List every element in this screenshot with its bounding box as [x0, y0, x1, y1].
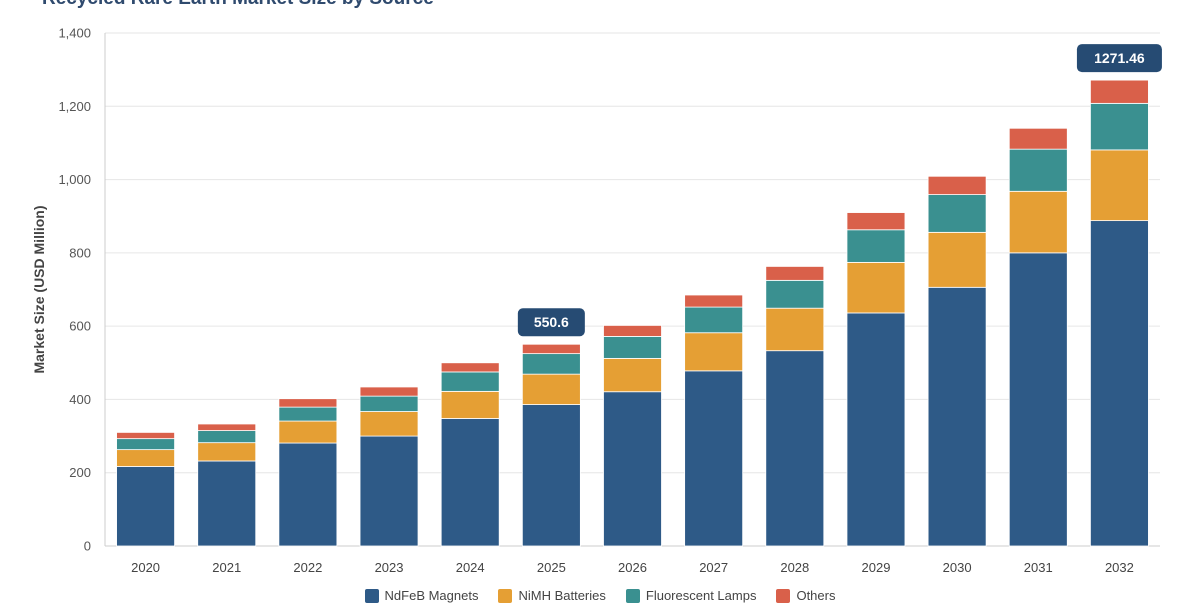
x-tick-label: 2027: [699, 560, 728, 575]
bar-segment: [684, 332, 744, 372]
callout-label: 550.6: [534, 314, 569, 330]
x-tick-label: 2026: [618, 560, 647, 575]
bar-segment: [521, 404, 581, 547]
bar-segment: [116, 466, 175, 547]
bar-segment: [684, 294, 744, 308]
legend-swatch: [498, 588, 513, 603]
legend-swatch: [776, 588, 791, 603]
bar-segment: [603, 391, 662, 547]
bar-segment: [927, 194, 987, 233]
bar-segment: [846, 212, 906, 231]
bar-segment: [927, 286, 987, 547]
y-tick-label: 200: [69, 465, 91, 480]
x-tick-label: 2032: [1105, 560, 1134, 575]
bar-segment: [116, 432, 175, 440]
legend-item: Others: [776, 588, 835, 603]
legend-label: Others: [796, 588, 836, 603]
x-tick-label: 2020: [131, 560, 160, 575]
x-tick-label: 2025: [537, 560, 566, 575]
y-tick-label: 1,400: [58, 26, 91, 41]
bar-segment: [927, 175, 987, 195]
bar-segment: [521, 343, 581, 355]
legend-item: NiMH Batteries: [498, 588, 606, 603]
callout-box: [517, 308, 585, 337]
bar-segment: [846, 261, 906, 314]
bar-segment: [197, 442, 257, 462]
bar-segment: [359, 411, 419, 437]
bar-segment: [440, 390, 500, 419]
bar-segment: [603, 325, 662, 337]
bar-segment: [765, 266, 825, 281]
bar-segment: [846, 229, 906, 263]
bar-segment: [278, 398, 338, 408]
bar-segment: [278, 406, 338, 422]
bar-segment: [440, 418, 500, 547]
bar-segment: [197, 430, 257, 444]
y-tick-label: 0: [84, 539, 91, 554]
y-axis-label: Market Size (USD Million): [31, 205, 47, 373]
bar-segment: [116, 438, 175, 451]
total-callout: 550.6: [517, 308, 585, 337]
y-tick-label: 800: [69, 245, 91, 260]
bar-segment: [765, 350, 825, 547]
bar-segment: [278, 420, 338, 444]
legend-swatch: [364, 588, 379, 603]
bar-segment: [1090, 220, 1149, 547]
bar-segment: [1090, 79, 1149, 104]
legend-label: NdFeB Magnets: [384, 588, 479, 603]
y-tick-label: 600: [69, 319, 91, 334]
legend-item: Fluorescent Lamps: [625, 588, 757, 603]
chart-legend: NdFeB Magnets NiMH Batteries Fluorescent L…: [0, 588, 1200, 603]
callout-box: [1076, 44, 1162, 73]
bar-segment: [1008, 252, 1068, 547]
x-tick-label: 2021: [212, 560, 241, 575]
x-tick-label: 2028: [780, 560, 809, 575]
bar-segment: [440, 362, 500, 373]
bar-segment: [603, 357, 662, 393]
bar-segment: [440, 371, 500, 392]
bar-segment: [521, 353, 581, 375]
y-tick-label: 400: [69, 392, 91, 407]
bar-segment: [1008, 127, 1068, 150]
bar-segment: [846, 312, 906, 547]
bar-segment: [197, 460, 257, 547]
bar-segment: [1008, 148, 1068, 192]
bar-segment: [603, 336, 662, 359]
bar-segment: [1090, 149, 1149, 222]
x-tick-label: 2023: [375, 560, 404, 575]
bar-segment: [116, 449, 175, 467]
bar-segment: [927, 231, 987, 288]
bar-segment: [1090, 102, 1149, 151]
x-tick-label: 2022: [293, 560, 322, 575]
x-tick-label: 2024: [456, 560, 485, 575]
bar-segment: [684, 370, 744, 547]
total-callout: 1271.46: [1076, 44, 1162, 73]
bar-segment: [278, 442, 338, 547]
bar-segment: [1008, 190, 1068, 254]
bar-segment: [765, 279, 825, 309]
bar-segment: [197, 423, 257, 431]
legend-swatch: [625, 588, 640, 603]
bar-segment: [359, 386, 419, 397]
bar-segment: [359, 435, 419, 547]
bar-segment: [765, 307, 825, 352]
bar-segment: [359, 395, 419, 412]
bar-segment: [521, 373, 581, 405]
legend-label: Fluorescent Lamps: [645, 588, 757, 603]
x-tick-label: 2031: [1024, 560, 1053, 575]
legend-item: NdFeB Magnets: [364, 588, 479, 603]
bar-segment: [684, 306, 744, 334]
callout-label: 1271.46: [1094, 50, 1145, 66]
legend-label: NiMH Batteries: [518, 588, 606, 603]
y-tick-label: 1,200: [58, 99, 91, 114]
x-tick-label: 2029: [862, 560, 891, 575]
x-tick-label: 2030: [943, 560, 972, 575]
chart-title: Recycled Rare Earth Market Size by Sourc…: [42, 0, 434, 10]
y-tick-label: 1,000: [58, 172, 91, 187]
